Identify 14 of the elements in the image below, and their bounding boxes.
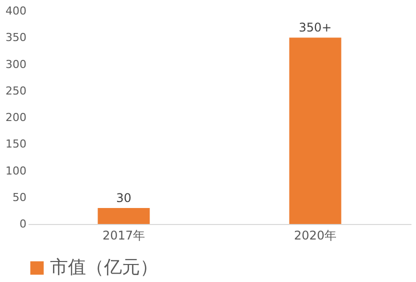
legend-label: 市值（亿元） <box>50 257 158 278</box>
y-tick-label: 0 <box>20 218 26 230</box>
y-tick-label: 300 <box>6 58 26 71</box>
x-tick-label: 2017年 <box>102 228 146 242</box>
text: 350+ <box>298 20 332 35</box>
y-tick-label: 50 <box>12 190 26 204</box>
y-tick-label: 100 <box>6 164 26 178</box>
y-tick-label: 400 <box>6 4 26 18</box>
text: 30 <box>116 191 132 206</box>
y-tick-label: 150 <box>6 138 26 151</box>
x-tick-label: 2020年 <box>294 228 337 242</box>
y-tick-label: 250 <box>6 84 26 98</box>
y-tick-label: 200 <box>6 111 26 124</box>
y-tick-label: 350 <box>6 31 26 44</box>
